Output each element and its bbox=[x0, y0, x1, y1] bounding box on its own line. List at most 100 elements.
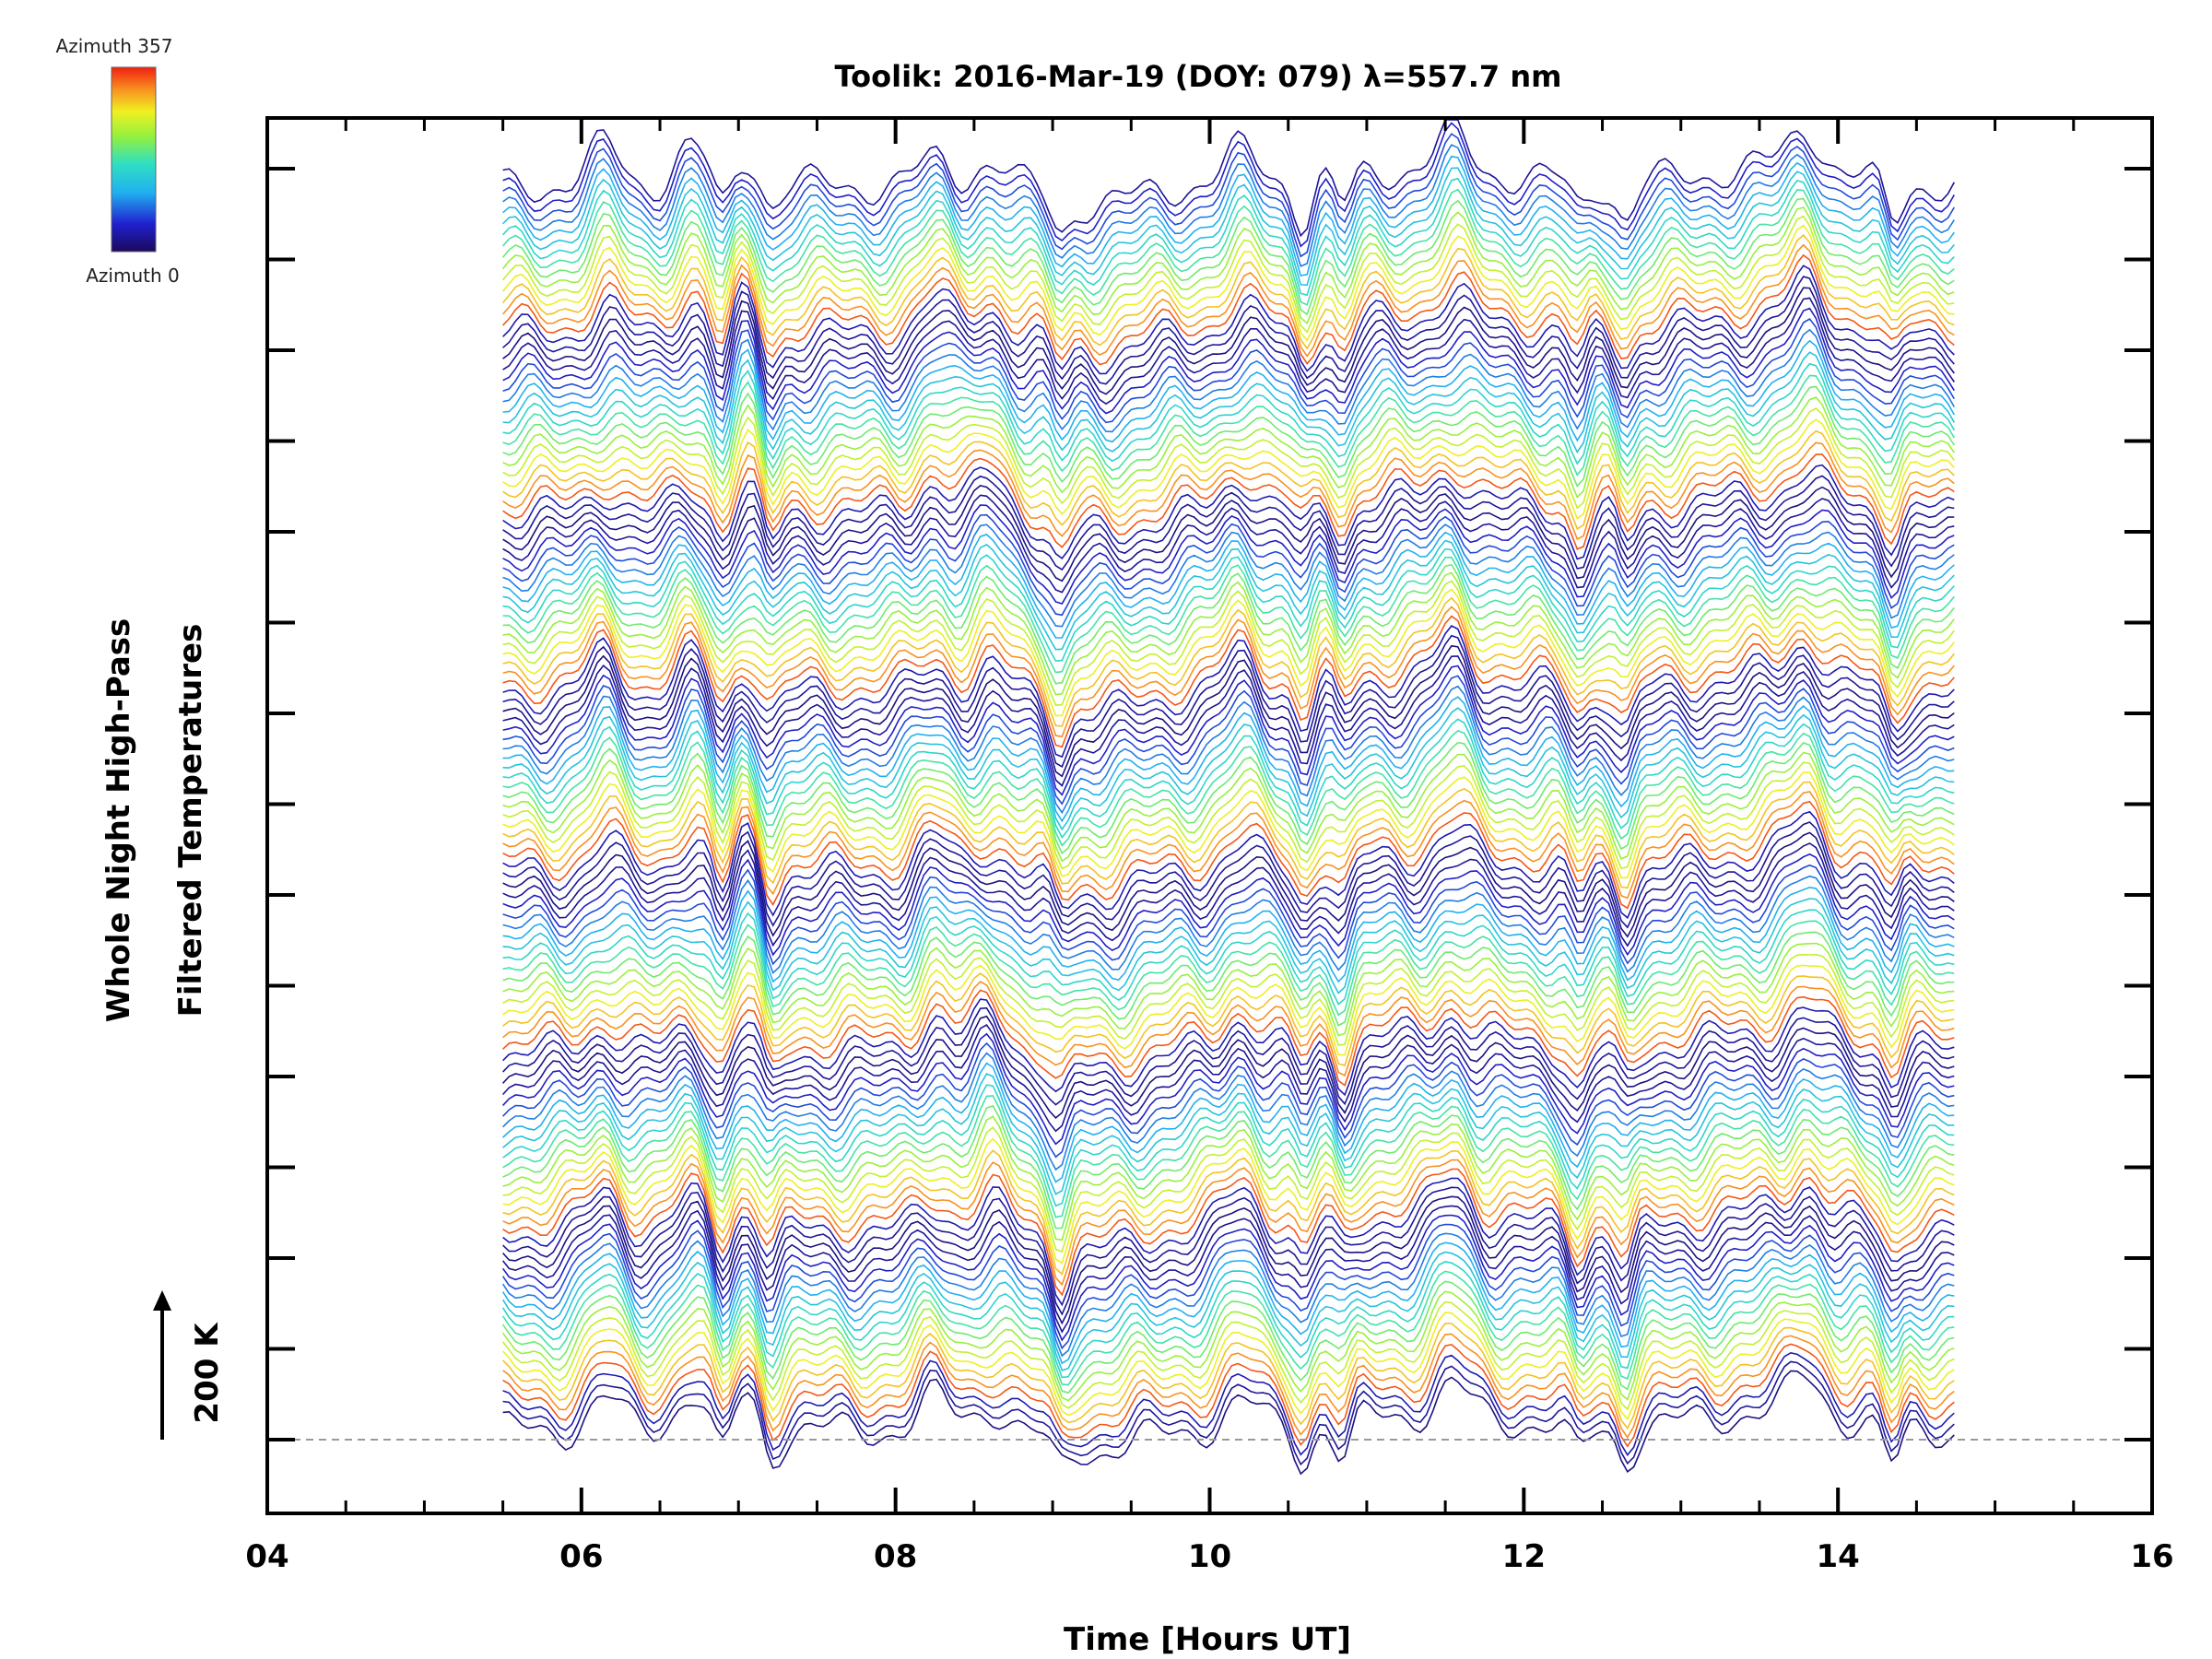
temperature-trace bbox=[502, 1323, 1955, 1430]
temperature-trace bbox=[502, 842, 1955, 947]
temperature-trace bbox=[502, 800, 1955, 910]
temperature-trace bbox=[502, 119, 1956, 238]
temperature-trace bbox=[502, 964, 1955, 1056]
temperature-trace bbox=[502, 328, 1955, 433]
x-tick-label: 04 bbox=[245, 1538, 288, 1575]
temperature-trace bbox=[501, 1280, 1955, 1394]
temperature-trace bbox=[502, 751, 1955, 863]
temperature-trace bbox=[502, 524, 1955, 628]
temperature-trace bbox=[502, 588, 1955, 717]
temperature-trace bbox=[502, 1149, 1955, 1276]
trace-stack bbox=[501, 119, 1956, 1476]
scale-bar-arrow-icon bbox=[153, 1290, 171, 1311]
temperature-trace bbox=[502, 761, 1955, 870]
temperature-trace bbox=[502, 429, 1955, 530]
temperature-trace bbox=[501, 215, 1955, 334]
temperature-trace bbox=[501, 224, 1955, 342]
temperature-trace bbox=[502, 972, 1955, 1066]
temperature-trace bbox=[502, 696, 1955, 823]
temperature-trace bbox=[502, 547, 1955, 663]
temperature-trace bbox=[502, 265, 1955, 375]
temperature-trace bbox=[502, 556, 1955, 674]
temperature-trace bbox=[502, 781, 1955, 889]
temperature-trace bbox=[502, 624, 1955, 759]
temperature-trace bbox=[502, 539, 1955, 651]
temperature-trace bbox=[502, 374, 1955, 477]
temperature-trace bbox=[502, 253, 1955, 366]
temperature-trace bbox=[502, 634, 1955, 768]
colorbar-bottom-label: Azimuth 0 bbox=[86, 265, 180, 287]
temperature-trace bbox=[502, 317, 1955, 424]
temperature-trace bbox=[502, 177, 1955, 297]
temperature-trace bbox=[502, 1195, 1955, 1325]
temperature-trace bbox=[502, 453, 1955, 550]
temperature-trace bbox=[501, 233, 1955, 350]
temperature-trace bbox=[502, 718, 1955, 840]
chart-title: Toolik: 2016-Mar-19 (DOY: 079) λ=557.7 n… bbox=[835, 59, 1562, 94]
x-tick-label: 06 bbox=[559, 1538, 603, 1575]
temperature-trace bbox=[502, 981, 1955, 1077]
temperature-trace bbox=[502, 1062, 1955, 1183]
temperature-trace bbox=[501, 197, 1955, 316]
temperature-trace bbox=[502, 1052, 1955, 1171]
temperature-trace bbox=[502, 1370, 1955, 1476]
scale-bar: 200 K bbox=[153, 1290, 226, 1440]
temperature-trace bbox=[502, 464, 1955, 560]
temperature-trace bbox=[502, 531, 1955, 639]
temperature-trace bbox=[502, 1015, 1955, 1119]
temperature-trace bbox=[502, 644, 1955, 778]
temperature-trace bbox=[502, 1084, 1955, 1207]
temperature-trace bbox=[502, 564, 1955, 685]
temperature-trace bbox=[502, 1105, 1955, 1230]
temperature-trace bbox=[502, 1186, 1955, 1316]
temperature-trace bbox=[502, 953, 1955, 1046]
temperature-trace bbox=[502, 133, 1955, 258]
temperature-trace bbox=[501, 1290, 1955, 1402]
x-tick-label: 14 bbox=[1817, 1538, 1860, 1575]
temperature-trace bbox=[502, 886, 1955, 983]
temperature-trace bbox=[502, 920, 1955, 1017]
temperature-trace bbox=[502, 665, 1955, 796]
temperature-trace bbox=[502, 898, 1955, 994]
temperature-trace bbox=[501, 1232, 1955, 1358]
temperature-trace bbox=[502, 167, 1955, 287]
temperature-trace bbox=[502, 1115, 1955, 1241]
temperature-trace bbox=[502, 362, 1955, 465]
temperature-trace bbox=[501, 1251, 1955, 1371]
temperature-trace bbox=[502, 571, 1955, 696]
x-tick-label: 10 bbox=[1188, 1538, 1231, 1575]
temperature-trace bbox=[502, 655, 1955, 787]
temperature-trace bbox=[502, 606, 1955, 738]
temperature-trace bbox=[501, 188, 1955, 306]
x-tick-label: 16 bbox=[2130, 1538, 2173, 1575]
temperature-trace bbox=[502, 1343, 1955, 1448]
temperature-trace bbox=[502, 1177, 1955, 1307]
temperature-trace bbox=[501, 1300, 1955, 1411]
temperature-trace bbox=[502, 1137, 1955, 1265]
temperature-trace bbox=[502, 407, 1955, 510]
temperature-trace bbox=[502, 685, 1955, 815]
temperature-trace bbox=[501, 1241, 1955, 1365]
x-tick-label: 08 bbox=[874, 1538, 917, 1575]
colorbar-gradient bbox=[111, 66, 157, 253]
temperature-trace bbox=[502, 771, 1955, 879]
temperature-trace bbox=[502, 1032, 1955, 1146]
temperature-trace bbox=[502, 513, 1955, 617]
temperature-trace bbox=[501, 1205, 1955, 1334]
temperature-trace bbox=[502, 1159, 1955, 1287]
temperature-trace bbox=[502, 864, 1955, 966]
temperature-trace bbox=[502, 122, 1955, 248]
temperature-trace bbox=[502, 144, 1955, 267]
temperature-trace bbox=[502, 297, 1955, 406]
temperature-trace bbox=[502, 1333, 1955, 1440]
temperature-trace bbox=[502, 1073, 1955, 1195]
temperature-trace bbox=[502, 1006, 1955, 1106]
temperature-trace bbox=[502, 1126, 1955, 1253]
temperature-trace bbox=[502, 494, 1955, 594]
temperature-trace bbox=[502, 1312, 1955, 1421]
temperature-trace bbox=[502, 276, 1955, 385]
temperature-trace bbox=[502, 875, 1955, 975]
temperature-trace bbox=[502, 504, 1955, 605]
temperature-trace bbox=[501, 1261, 1955, 1379]
